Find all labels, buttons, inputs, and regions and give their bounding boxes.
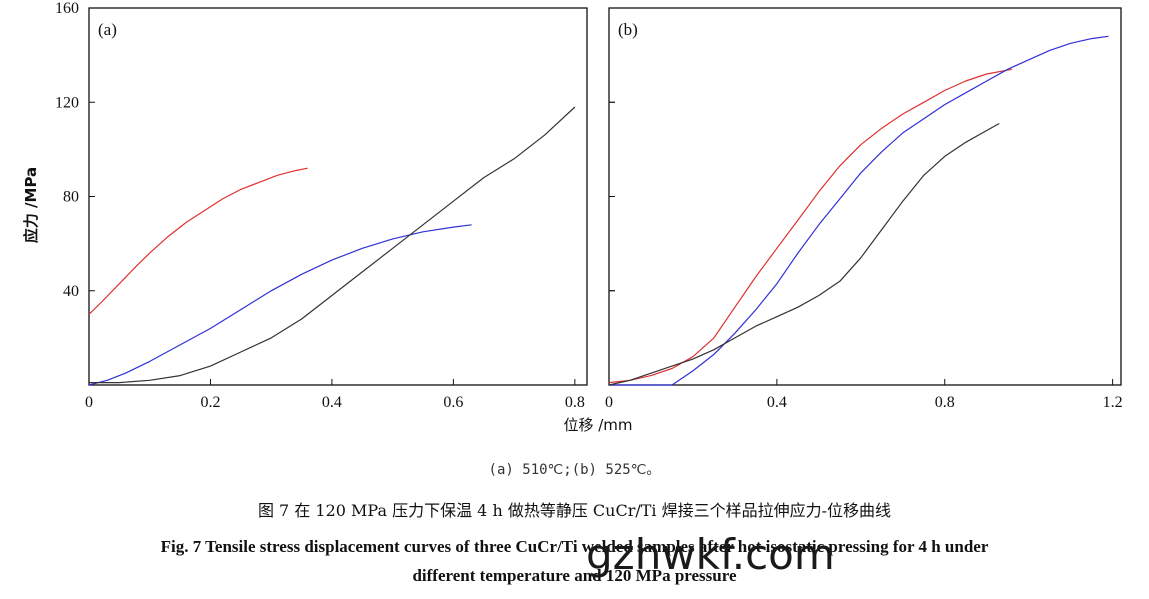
panel-a-frame [88, 7, 588, 386]
panel-b-x-tick-label: 1.2 [1103, 394, 1123, 411]
panel-b-x-tick-label: 0.4 [767, 394, 787, 411]
x-axis-label: 位移 /mm [563, 416, 632, 434]
panel-a-series-3-line [89, 106, 576, 384]
panel-a-series-1-line [88, 167, 308, 315]
panel-b-x-tick-label: 0.8 [935, 394, 955, 411]
panel-b-series-2-line [609, 35, 1109, 386]
panel-a-x-tick-label: 0.8 [565, 394, 585, 411]
caption-english-line-1: Fig. 7 Tensile stress displacement curve… [160, 537, 989, 556]
panel-a-y-tick-label: 120 [55, 94, 79, 111]
panel-a-y-tick-label: 80 [63, 189, 79, 206]
panel-a-y-tick-label: 40 [63, 283, 79, 300]
figure: 应力 /MPa 位移 /mm 40 80 120 160 0 0.2 0.4 0.6 0.8 (a… [22, 0, 1123, 434]
panel-a-x-tick-label: 0.4 [322, 394, 342, 411]
panel-b-x-tick-label: 0 [605, 394, 613, 411]
caption-chinese: 图 7 在 120 MPa 压力下保温 4 h 做热等静压 CuCr/Ti 焊接… [257, 501, 892, 520]
panel-a-x-tick-label: 0 [85, 394, 93, 411]
panel-a-x-tick-label: 0.2 [200, 394, 220, 411]
panel-a-x-tick-label: 0.6 [443, 394, 463, 411]
caption-subpanels: (a) 510℃;(b) 525℃。 [488, 462, 661, 478]
panel-b-series-1-line [608, 68, 1013, 384]
watermark-text: gzhwkf.com [586, 530, 835, 579]
caption-english-line-2: different temperature and 120 MPa pressu… [412, 566, 737, 585]
panel-a-series-2-line [88, 224, 472, 386]
panel-b-label: (b) [618, 20, 638, 39]
caption-english: Fig. 7 Tensile stress displacement curve… [0, 532, 1149, 590]
panel-b-frame [608, 7, 1122, 386]
panel-b-series-3-line [608, 122, 1000, 386]
y-axis-label: 应力 /MPa [22, 167, 40, 243]
panel-a-label: (a) [98, 20, 117, 39]
panel-a-y-tick-label: 160 [55, 0, 79, 17]
